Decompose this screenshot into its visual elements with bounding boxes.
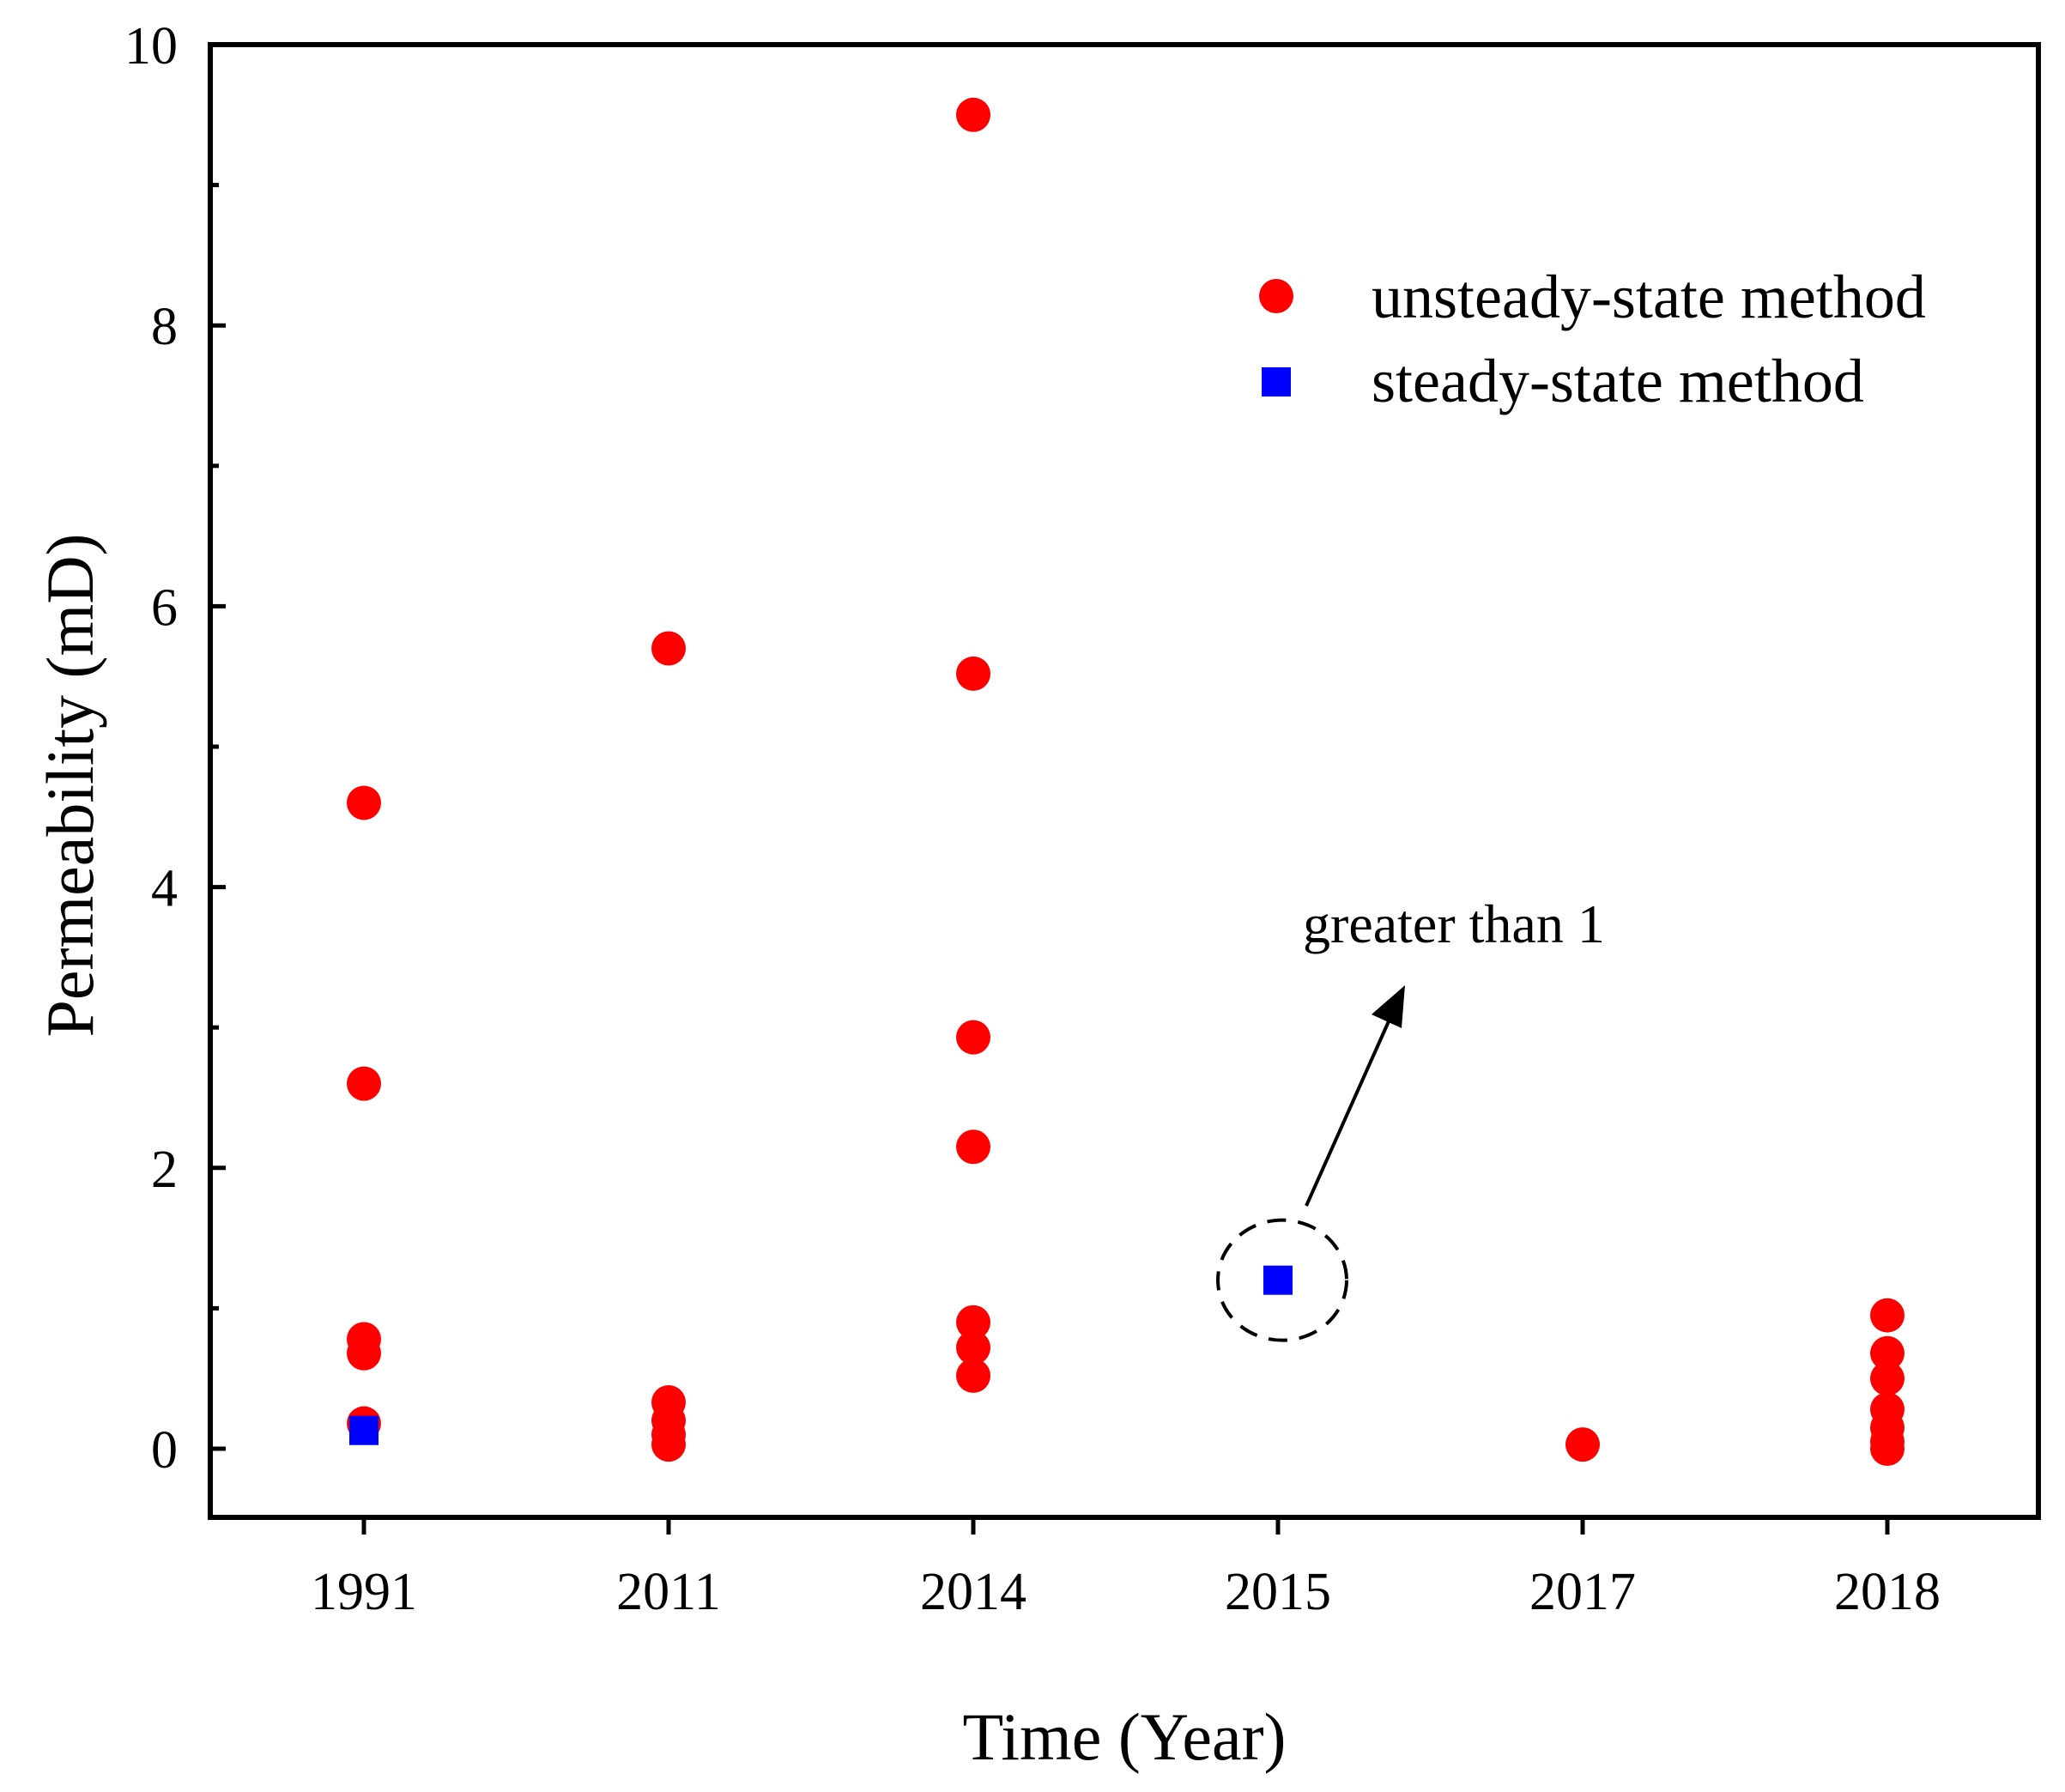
y-tick-label: 2 [151,1141,178,1199]
annotation-text: greater than 1 [1303,893,1605,954]
legend-label-unsteady-state: unsteady-state method [1372,263,1926,331]
y-tick-label: 4 [151,860,178,918]
unsteady-state-point [956,1330,990,1365]
annotation: greater than 1 [1216,893,1605,1342]
x-tick-label: 2015 [1225,1563,1331,1621]
annotation-arrow-head [1372,985,1405,1028]
unsteady-state-point [1870,1361,1905,1396]
legend-marker-steady-state [1262,367,1291,397]
x-tick-label: 2011 [616,1563,721,1621]
unsteady-state-point [956,1020,990,1055]
y-tick-labels: 0 2 4 6 8 10 [124,17,178,1480]
unsteady-state-point [347,1066,381,1101]
unsteady-state-point [651,1427,686,1462]
unsteady-state-point [956,97,990,132]
legend: unsteady-state method steady-state metho… [1259,263,1926,415]
unsteady-state-point [1870,1298,1905,1333]
data-points [347,97,1905,1466]
unsteady-state-point [1870,1432,1905,1466]
unsteady-state-point [956,1305,990,1340]
y-tick-label: 10 [124,17,178,76]
y-tick-label: 0 [151,1421,178,1480]
y-tick-label: 8 [151,298,178,356]
unsteady-state-point [1870,1335,1905,1371]
x-tick-label: 2018 [1834,1563,1941,1621]
unsteady-state-point [347,785,381,820]
unsteady-state-point [956,656,990,691]
y-axis-title: Permeability (mD) [33,533,107,1037]
x-axis-title: Time (Year) [962,1699,1286,1774]
unsteady-state-point [956,1129,990,1165]
unsteady-state-point [651,631,686,666]
y-tick-label: 6 [151,578,178,637]
unsteady-state-point [956,1358,990,1393]
legend-label-steady-state: steady-state method [1372,347,1864,415]
x-tick-label: 2017 [1529,1563,1636,1621]
annotation-arrow-line [1305,1020,1390,1207]
steady-state-point [1263,1265,1293,1295]
plot-frame [208,42,2041,1520]
unsteady-state-point [1565,1427,1600,1462]
legend-marker-unsteady-state [1259,279,1293,313]
x-tick-labels: 1991 2011 2014 2015 2017 2018 [311,1563,1941,1621]
unsteady-state-point [347,1335,381,1371]
x-tick-label: 2014 [920,1563,1026,1621]
x-tick-label: 1991 [311,1563,417,1621]
steady-state-point [349,1415,378,1445]
annotation-dashed-circle [1216,1218,1348,1342]
